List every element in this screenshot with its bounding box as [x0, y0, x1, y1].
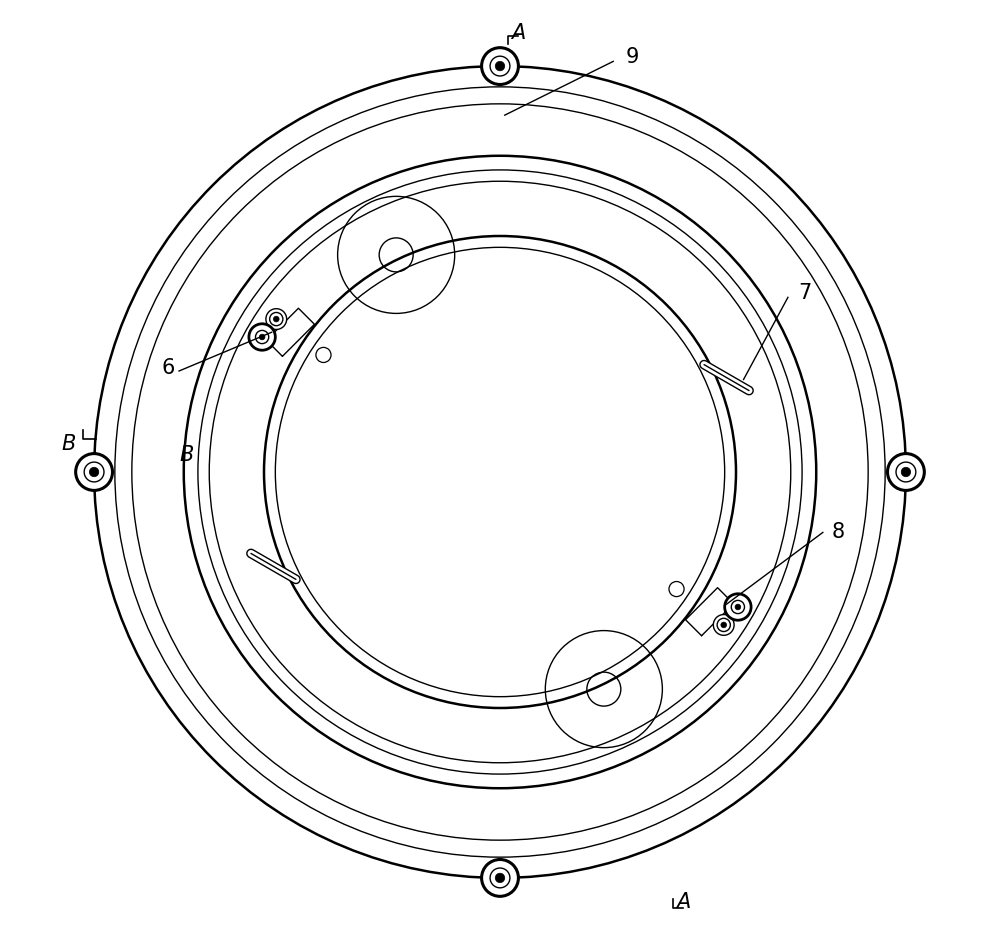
Circle shape: [721, 622, 727, 628]
Circle shape: [896, 463, 916, 482]
Circle shape: [495, 873, 505, 883]
Circle shape: [482, 859, 518, 897]
Circle shape: [259, 334, 265, 340]
Circle shape: [256, 330, 269, 344]
Circle shape: [735, 604, 741, 610]
Circle shape: [270, 312, 283, 326]
Text: 9: 9: [625, 46, 639, 67]
Circle shape: [89, 467, 99, 477]
Text: 6: 6: [161, 358, 174, 379]
Circle shape: [725, 594, 751, 620]
Circle shape: [249, 324, 275, 350]
Text: B: B: [61, 433, 76, 454]
Text: A: A: [676, 891, 690, 912]
Text: A: A: [511, 23, 525, 43]
Text: B: B: [179, 445, 194, 465]
Text: 7: 7: [798, 282, 812, 303]
Circle shape: [482, 47, 518, 85]
Circle shape: [888, 454, 924, 491]
Circle shape: [490, 868, 510, 887]
Circle shape: [490, 57, 510, 76]
Circle shape: [84, 463, 104, 482]
Circle shape: [76, 454, 112, 491]
Circle shape: [901, 467, 911, 477]
Circle shape: [495, 61, 505, 71]
Circle shape: [266, 309, 287, 329]
Text: 8: 8: [831, 522, 845, 543]
Circle shape: [273, 316, 279, 322]
Circle shape: [731, 600, 744, 614]
Circle shape: [713, 615, 734, 635]
Circle shape: [717, 618, 730, 632]
